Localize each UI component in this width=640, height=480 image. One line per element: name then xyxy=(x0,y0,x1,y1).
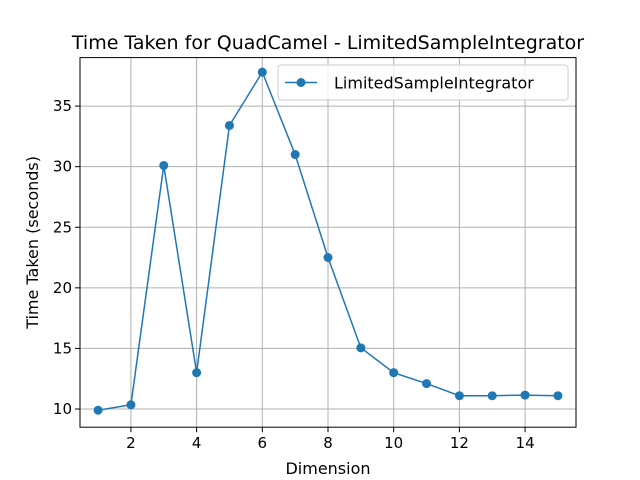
data-point xyxy=(126,400,136,410)
x-tick-label: 8 xyxy=(323,434,333,452)
series-layer xyxy=(93,67,563,415)
x-tick-label: 4 xyxy=(192,434,202,452)
data-point xyxy=(290,150,300,160)
chart-title: Time Taken for QuadCamel - LimitedSample… xyxy=(71,32,584,54)
y-tick-label: 25 xyxy=(53,218,72,236)
y-tick-label: 15 xyxy=(53,339,72,357)
y-tick-label: 10 xyxy=(53,400,72,418)
x-tick-label: 10 xyxy=(384,434,403,452)
data-point xyxy=(257,67,267,77)
x-tick-label: 14 xyxy=(516,434,535,452)
legend-label: LimitedSampleIntegrator xyxy=(334,74,534,93)
ticks: 2 4 6 8 10 12 14 10 15 20 25 30 35 xyxy=(53,97,535,452)
data-point xyxy=(553,391,563,401)
legend-box xyxy=(277,64,569,101)
data-point xyxy=(422,379,432,389)
legend: LimitedSampleIntegrator xyxy=(277,64,569,101)
data-point xyxy=(454,391,464,401)
data-point xyxy=(356,343,366,353)
x-tick-label: 2 xyxy=(126,434,136,452)
x-axis-label: Dimension xyxy=(285,459,370,478)
data-point xyxy=(93,405,103,415)
y-axis-label: Time Taken (seconds) xyxy=(23,156,42,330)
y-tick-label: 30 xyxy=(53,158,72,176)
data-point xyxy=(159,160,169,170)
y-tick-label: 35 xyxy=(53,97,72,115)
grid-lines xyxy=(80,57,576,428)
data-point xyxy=(192,368,202,378)
data-point xyxy=(224,120,234,130)
data-point xyxy=(323,253,333,263)
x-tick-label: 12 xyxy=(450,434,469,452)
data-point xyxy=(487,391,497,401)
data-point xyxy=(520,390,530,400)
legend-marker xyxy=(296,78,306,87)
data-point xyxy=(389,368,399,378)
x-tick-label: 6 xyxy=(258,434,268,452)
y-tick-label: 20 xyxy=(53,279,72,297)
